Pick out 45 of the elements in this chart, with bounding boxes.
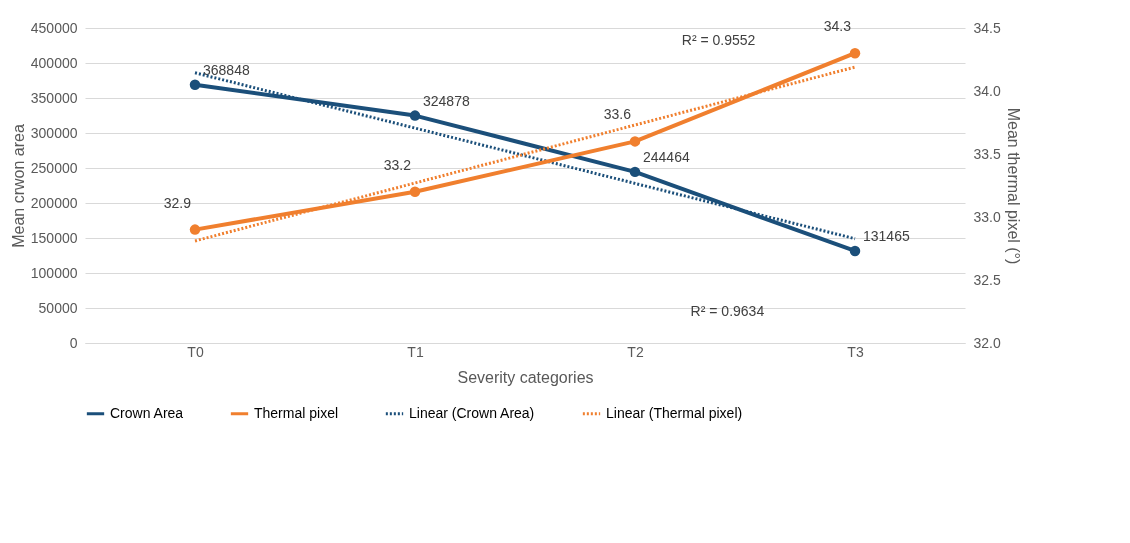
data-label: 324878 [423, 92, 470, 109]
legend-label: Crown Area [110, 404, 184, 421]
point [409, 110, 421, 121]
x-axis-title: Severity categories [457, 368, 594, 386]
legend-label: Linear (Crown Area) [409, 404, 535, 421]
data-label: 33.2 [383, 156, 412, 173]
data-label: 34.3 [823, 18, 852, 35]
x-tick-label: T3 [847, 343, 864, 360]
y2-tick-label: 32.0 [973, 334, 1001, 351]
y-tick-label: 300000 [30, 124, 78, 141]
y2-axis-title: Mean thermal pixel (°) [1004, 107, 1022, 265]
y-axis-title: Mean crwon area [9, 124, 27, 248]
y-tick-label: 450000 [30, 19, 78, 36]
x-tick-label: T2 [627, 343, 644, 360]
y-tick-label: 100000 [30, 264, 78, 281]
x-tick-label: T0 [187, 343, 204, 360]
y2-tick-label: 34.0 [973, 82, 1001, 99]
legend-label: Linear (Thermal pixel) [606, 404, 743, 421]
x-tick-label: T1 [407, 343, 424, 360]
y2-tick-label: 33.0 [973, 208, 1001, 225]
y-tick-label: 0 [69, 334, 78, 351]
point [849, 47, 861, 59]
y2-tick-label: 33.5 [973, 145, 1001, 162]
data-label: 244464 [643, 148, 690, 165]
point [189, 79, 201, 91]
data-label: 368848 [203, 61, 250, 78]
point [189, 224, 201, 235]
y-tick-label: 250000 [30, 159, 78, 176]
data-label: 32.9 [163, 194, 192, 211]
data-label: 131465 [863, 227, 910, 244]
y2-tick-label: 34.5 [973, 19, 1001, 36]
y-tick-label: 400000 [30, 54, 78, 71]
legend-label: Thermal pixel [254, 404, 339, 421]
y-tick-label: 350000 [30, 89, 78, 106]
y-tick-label: 50000 [38, 299, 78, 316]
y-tick-label: 150000 [30, 229, 78, 246]
point [629, 136, 641, 147]
point [409, 186, 421, 198]
annotation: R² = 0.9552 [681, 31, 756, 48]
data-label: 33.6 [603, 106, 632, 123]
y2-tick-label: 32.5 [973, 271, 1001, 288]
point [629, 166, 641, 178]
y-tick-label: 200000 [30, 194, 78, 211]
annotation: R² = 0.9634 [690, 302, 765, 319]
point [849, 245, 861, 257]
